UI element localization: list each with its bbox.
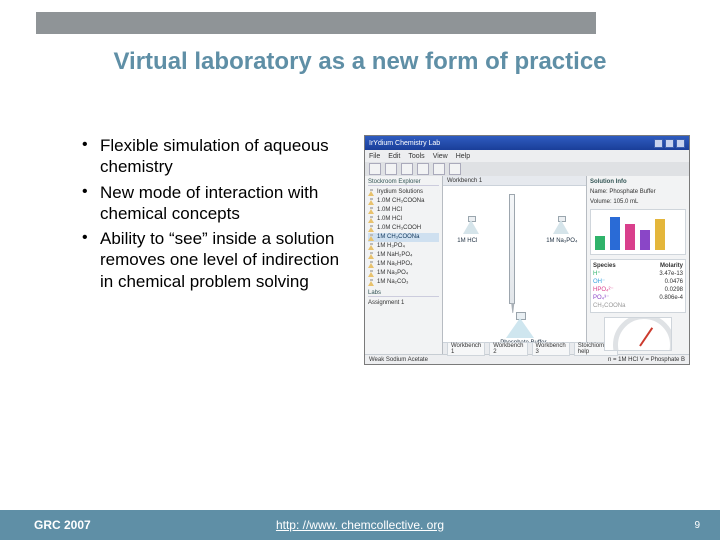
toolbar-button[interactable] xyxy=(449,163,461,175)
toolbar-button[interactable] xyxy=(433,163,445,175)
lab-item[interactable]: Assignment 1 xyxy=(368,299,439,308)
bullet-item: Flexible simulation of aqueous chemistry xyxy=(80,135,340,178)
species-row: H⁺3.47e-13 xyxy=(593,270,683,278)
app-toolbar xyxy=(365,162,689,176)
species-row: HPO₄²⁻0.0298 xyxy=(593,286,683,294)
stockroom-item[interactable]: 1M Na₂CO₃ xyxy=(368,278,439,287)
stockroom-item[interactable]: 1.0M CH₃COOH xyxy=(368,224,439,233)
ph-gauge xyxy=(604,317,672,351)
species-col-header: Molarity xyxy=(660,262,683,270)
footer-link[interactable]: http: //www. chemcollective. org xyxy=(276,518,444,532)
bullet-item: Ability to “see” inside a solution remov… xyxy=(80,228,340,292)
chart-bar xyxy=(640,230,650,250)
flask-icon xyxy=(368,216,375,223)
bullet-list: Flexible simulation of aqueous chemistry… xyxy=(80,135,340,365)
stockroom-item[interactable]: 1M Na₃PO₄ xyxy=(368,269,439,278)
species-row: CH₃COONa xyxy=(593,302,683,310)
burette[interactable] xyxy=(509,194,515,304)
flask-label: 1M HCl xyxy=(457,238,477,244)
flask-icon xyxy=(368,189,375,196)
chart-bar xyxy=(655,219,665,250)
stockroom-item[interactable]: 1M H₃PO₄ xyxy=(368,242,439,251)
workbench-flask[interactable] xyxy=(553,216,569,236)
top-accent-bar xyxy=(36,12,596,34)
stockroom-item[interactable]: 1M Na₂HPO₄ xyxy=(368,260,439,269)
status-bar: Weak Sodium Acetate n = 1M HCl V = Phosp… xyxy=(365,354,689,364)
flask-icon xyxy=(368,243,375,250)
toolbar-button[interactable] xyxy=(385,163,397,175)
species-col-header: Species xyxy=(593,262,616,270)
window-buttons xyxy=(654,139,685,148)
stockroom-item[interactable]: 1.0M HCl xyxy=(368,206,439,215)
stockroom-group[interactable]: Irydium Solutions xyxy=(368,188,439,197)
app-menubar: File Edit Tools View Help xyxy=(365,150,689,162)
maximize-icon[interactable] xyxy=(665,139,674,148)
chart-bar xyxy=(625,224,635,250)
labs-header: Labs xyxy=(368,290,439,297)
receiving-flask[interactable] xyxy=(506,312,534,340)
toolbar-button[interactable] xyxy=(401,163,413,175)
flask-icon xyxy=(368,225,375,232)
info-title: Solution Info xyxy=(590,179,686,185)
app-screenshot: IrYdium Chemistry Lab File Edit Tools Vi… xyxy=(364,135,690,365)
status-right: n = 1M HCl V = Phosphate B xyxy=(608,355,685,364)
app-titlebar: IrYdium Chemistry Lab xyxy=(365,136,689,150)
flask-icon xyxy=(368,279,375,286)
gauge-needle xyxy=(639,327,653,346)
workbench-tab[interactable]: Workbench 3 xyxy=(532,342,570,356)
slide-content: Flexible simulation of aqueous chemistry… xyxy=(80,135,690,365)
stockroom-header: Stockroom Explorer xyxy=(368,179,439,186)
slide-title: Virtual laboratory as a new form of prac… xyxy=(0,48,720,76)
footer-left: GRC 2007 xyxy=(34,518,91,532)
flask-label: 1M Na₃PO₄ xyxy=(546,238,577,244)
flask-icon xyxy=(368,252,375,259)
chart-bar xyxy=(595,236,605,250)
species-table: Species Molarity H⁺3.47e-13OH⁻0.0476HPO₄… xyxy=(590,259,686,313)
flask-icon xyxy=(368,270,375,277)
stockroom-item[interactable]: 1M NaH₂PO₄ xyxy=(368,251,439,260)
info-name-row: Name: Phosphate Buffer xyxy=(590,189,686,195)
slide-footer: GRC 2007 http: //www. chemcollective. or… xyxy=(0,510,720,540)
menu-item[interactable]: Help xyxy=(456,153,470,160)
minimize-icon[interactable] xyxy=(654,139,663,148)
stockroom-item[interactable]: 1.0M HCl xyxy=(368,215,439,224)
species-row: PO₄³⁻0.806e-4 xyxy=(593,294,683,302)
menu-item[interactable]: View xyxy=(433,153,448,160)
stockroom-item-selected[interactable]: 1M CH₃COONa xyxy=(368,233,439,242)
menu-item[interactable]: Tools xyxy=(408,153,424,160)
menu-item[interactable]: File xyxy=(369,153,380,160)
close-icon[interactable] xyxy=(676,139,685,148)
workbench-tabs: Workbench 1 Workbench 2 Workbench 3 Stoi… xyxy=(443,342,586,354)
page-number: 9 xyxy=(694,520,700,531)
bullet-item: New mode of interaction with chemical co… xyxy=(80,182,340,225)
species-row: OH⁻0.0476 xyxy=(593,278,683,286)
app-body: Stockroom Explorer Irydium Solutions 1.0… xyxy=(365,176,689,354)
workbench-panel: Workbench 1 1M HCl Phosphate Buffer 1M N… xyxy=(443,176,587,354)
flask-icon xyxy=(368,261,375,268)
workbench-flask[interactable] xyxy=(463,216,479,236)
flask-icon xyxy=(368,234,375,241)
workbench-header: Workbench 1 xyxy=(443,176,586,186)
flask-icon xyxy=(368,207,375,214)
flask-icon xyxy=(368,198,375,205)
stockroom-item[interactable]: 1.0M CH₃COONa xyxy=(368,197,439,206)
chart-bar xyxy=(610,217,620,250)
stockroom-panel: Stockroom Explorer Irydium Solutions 1.0… xyxy=(365,176,443,354)
gauge-area xyxy=(590,317,686,351)
app-window-title: IrYdium Chemistry Lab xyxy=(369,140,440,147)
info-volume-row: Volume: 105.0 mL xyxy=(590,199,686,205)
menu-item[interactable]: Edit xyxy=(388,153,400,160)
toolbar-button[interactable] xyxy=(417,163,429,175)
species-bar-chart xyxy=(590,209,686,255)
toolbar-button[interactable] xyxy=(369,163,381,175)
solution-info-panel: Solution Info Name: Phosphate Buffer Vol… xyxy=(587,176,689,354)
workbench-tab[interactable]: Workbench 2 xyxy=(489,342,527,356)
workbench-tab[interactable]: Workbench 1 xyxy=(447,342,485,356)
status-left: Weak Sodium Acetate xyxy=(369,355,428,364)
